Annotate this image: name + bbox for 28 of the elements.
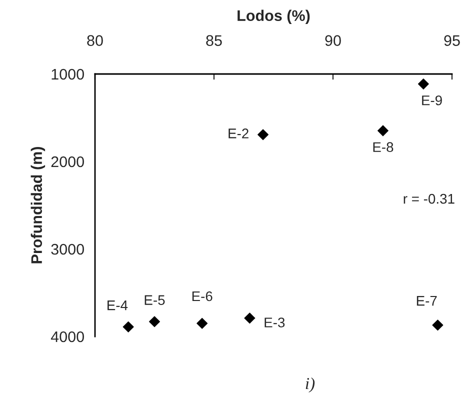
point [377,125,388,136]
annotation: E-6 [192,291,212,302]
y-tick-label: 3000 [51,244,84,255]
point [258,129,269,140]
text: i) [306,377,315,393]
annotation: E-7 [416,296,437,306]
x-tick-label: 95 [444,35,460,46]
y-tick-label: 4000 [50,331,84,342]
y-axis-title: Profundidad (m) [30,147,46,264]
annotation: E-8 [373,142,394,152]
point [418,78,429,90]
annotation: E-9 [422,95,442,106]
annotation: E-5 [144,295,165,305]
point [244,312,256,324]
x-axis-title: Lodos (%) [238,10,310,24]
annotation: r = -0.31 [404,194,454,204]
x-tick-label: 85 [206,35,222,46]
y-tick-label: 1000 [52,68,84,80]
point [432,320,444,331]
y-tick-label: 2000 [51,156,84,168]
point [122,321,134,332]
annotation: E-2 [228,128,248,138]
point [149,316,160,328]
annotation: E-4 [108,300,128,310]
x-tick-label: 80 [87,35,103,46]
point [196,318,208,329]
annotation: E-3 [264,318,285,328]
x-tick-label: 90 [325,35,341,46]
